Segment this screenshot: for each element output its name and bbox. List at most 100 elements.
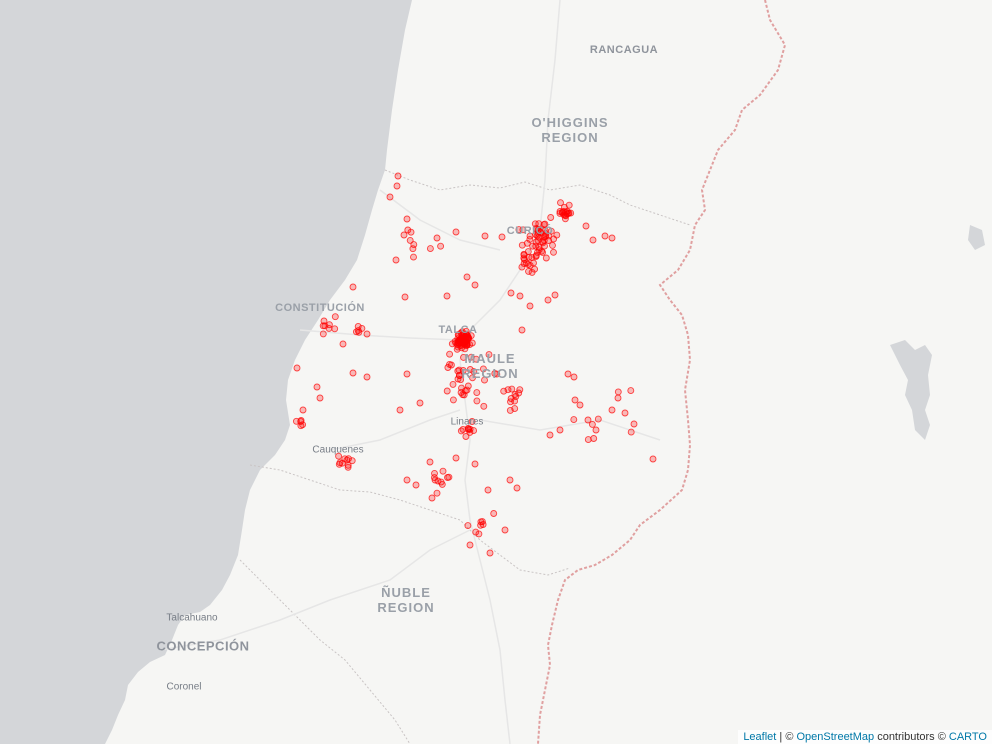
observation-marker[interactable] [457, 389, 465, 396]
observation-marker[interactable] [485, 351, 493, 359]
observation-marker[interactable] [331, 313, 339, 321]
observation-marker[interactable] [549, 241, 556, 249]
observation-marker[interactable] [570, 373, 578, 381]
observation-marker[interactable] [520, 251, 528, 259]
observation-marker[interactable] [339, 340, 347, 348]
observation-marker[interactable] [410, 253, 417, 261]
observation-marker[interactable] [449, 380, 457, 388]
observation-marker[interactable] [550, 235, 558, 243]
observation-marker[interactable] [556, 426, 564, 434]
observation-marker[interactable] [458, 344, 466, 352]
observation-marker[interactable] [627, 387, 635, 395]
observation-marker[interactable] [392, 256, 400, 264]
observation-marker[interactable] [396, 406, 404, 414]
observation-marker[interactable] [501, 526, 509, 534]
observation-marker[interactable] [590, 435, 598, 442]
observation-marker[interactable] [437, 242, 445, 250]
observation-marker[interactable] [401, 293, 409, 301]
observation-marker[interactable] [601, 232, 609, 240]
observation-marker[interactable] [608, 234, 616, 242]
observation-marker[interactable] [331, 325, 339, 333]
observation-marker[interactable] [463, 341, 471, 349]
observation-marker[interactable] [526, 302, 534, 310]
observation-marker[interactable] [349, 369, 357, 377]
observation-marker[interactable] [506, 476, 514, 484]
observation-marker[interactable] [463, 273, 471, 281]
observation-marker[interactable] [335, 460, 343, 468]
observation-marker[interactable] [484, 486, 492, 494]
osm-link[interactable]: OpenStreetMap [796, 731, 875, 743]
observation-marker[interactable] [614, 394, 622, 402]
observation-marker[interactable] [403, 476, 411, 484]
observation-marker[interactable] [452, 454, 460, 462]
carto-link[interactable]: CARTO [948, 731, 987, 743]
observation-marker[interactable] [531, 265, 539, 273]
observation-marker[interactable] [547, 214, 555, 221]
observation-marker[interactable] [455, 366, 463, 374]
observation-marker[interactable] [400, 231, 408, 239]
observation-marker[interactable] [466, 366, 474, 373]
observation-marker[interactable] [404, 226, 412, 234]
observation-marker[interactable] [518, 263, 526, 271]
observation-marker[interactable] [457, 427, 465, 435]
observation-marker[interactable] [551, 291, 559, 299]
observation-marker[interactable] [457, 376, 465, 384]
observation-marker[interactable] [564, 370, 572, 378]
observation-marker[interactable] [477, 521, 485, 529]
observation-marker[interactable] [443, 292, 451, 300]
observation-marker[interactable] [462, 433, 470, 440]
observation-marker[interactable] [608, 406, 616, 414]
observation-marker[interactable] [481, 376, 488, 384]
observation-marker[interactable] [556, 209, 564, 217]
observation-marker[interactable] [443, 387, 451, 395]
observation-marker[interactable] [320, 317, 328, 325]
observation-marker[interactable] [546, 431, 554, 439]
observation-marker[interactable] [409, 245, 417, 253]
observation-marker[interactable] [565, 201, 573, 209]
observation-marker[interactable] [506, 406, 514, 414]
observation-marker[interactable] [433, 489, 441, 497]
observation-marker[interactable] [584, 416, 592, 424]
observation-marker[interactable] [452, 228, 460, 236]
observation-marker[interactable] [550, 248, 557, 256]
observation-marker[interactable] [493, 370, 501, 378]
observation-marker[interactable] [393, 182, 401, 190]
observation-marker[interactable] [523, 239, 531, 247]
observation-marker[interactable] [544, 296, 552, 304]
observation-marker[interactable] [516, 292, 524, 300]
observation-marker[interactable] [394, 172, 402, 180]
observation-marker[interactable] [344, 461, 352, 469]
observation-marker[interactable] [528, 254, 536, 261]
observation-marker[interactable] [457, 335, 465, 343]
observation-marker[interactable] [445, 473, 453, 481]
observation-marker[interactable] [363, 330, 371, 338]
observation-marker[interactable] [428, 494, 436, 502]
observation-marker[interactable] [439, 467, 447, 475]
observation-marker[interactable] [464, 522, 472, 530]
observation-marker[interactable] [444, 364, 452, 371]
observation-marker[interactable] [354, 327, 362, 335]
observation-marker[interactable] [515, 226, 523, 234]
observation-marker[interactable] [292, 417, 300, 425]
observation-marker[interactable] [582, 222, 590, 230]
observation-marker[interactable] [479, 365, 487, 373]
observation-marker[interactable] [313, 383, 321, 391]
observation-marker[interactable] [433, 234, 441, 242]
observation-marker[interactable] [541, 227, 549, 235]
observation-marker[interactable] [463, 386, 471, 394]
observation-marker[interactable] [477, 518, 485, 526]
observation-marker[interactable] [588, 420, 596, 428]
observation-marker[interactable] [363, 373, 371, 381]
observation-marker[interactable] [293, 364, 301, 372]
leaflet-link[interactable]: Leaflet [743, 731, 777, 743]
observation-marker[interactable] [447, 361, 455, 369]
observation-marker[interactable] [507, 398, 514, 406]
observation-marker[interactable] [592, 426, 600, 434]
observation-marker[interactable] [468, 418, 476, 425]
observation-marker[interactable] [472, 355, 480, 363]
observation-marker[interactable] [571, 396, 579, 404]
observation-marker[interactable] [480, 402, 488, 410]
observation-marker[interactable] [486, 549, 494, 557]
observation-marker[interactable] [512, 393, 520, 400]
